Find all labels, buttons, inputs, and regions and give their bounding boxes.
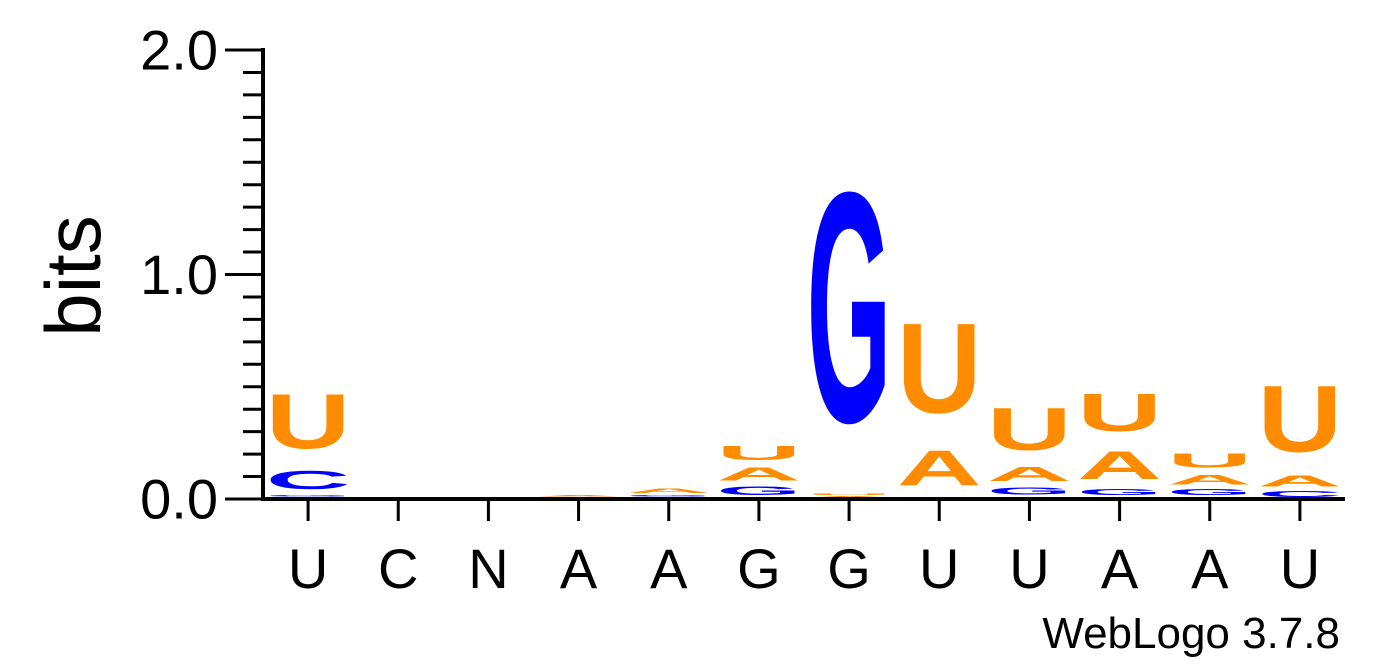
logo-letter-A: A [1258, 472, 1343, 490]
logo-letter-G: G [266, 495, 351, 497]
logo-letter-U: U [807, 493, 892, 495]
logo-letter-U: U [1258, 366, 1343, 471]
logo-letter-U: U [1077, 382, 1162, 442]
logo-letter-G: G [717, 485, 802, 498]
x-tick-label: A [1101, 537, 1139, 600]
y-axis-label: bits [29, 215, 117, 336]
logo-letter-C: C [1258, 490, 1343, 499]
y-axis: 0.0 1.0 2.0 [140, 19, 265, 531]
x-tick-label: G [827, 537, 871, 600]
x-tick-label: A [560, 537, 598, 600]
logo-letter-G: G [1077, 488, 1162, 497]
x-tick-label: C [378, 537, 418, 600]
y-tick-label: 2.0 [140, 19, 218, 82]
logo-letter-A: A [1167, 472, 1252, 488]
logo-letter-U: U [897, 298, 982, 441]
logo-letter-A: A [626, 488, 711, 495]
x-tick-label: U [1280, 537, 1320, 600]
x-tick-label: U [288, 537, 328, 600]
logo-letter-G: G [807, 123, 892, 491]
logo-letter-G: G [1167, 488, 1252, 497]
logo-letter-U: U [266, 378, 351, 465]
logo-letter-U: U [717, 442, 802, 464]
letter-stacks: AGCUCUACUGACGAUCAUGCAUCGAUCGAUCGAUCAU [266, 123, 1343, 499]
logo-letter-U: U [1167, 450, 1252, 472]
logo-letter-A: A [987, 463, 1072, 485]
logo-letter-A: A [536, 495, 621, 497]
x-tick-label: U [1009, 537, 1049, 600]
weblogo-credit: WebLogo 3.7.8 [1042, 609, 1340, 658]
x-tick-label: A [650, 537, 688, 600]
logo-letter-U: U [987, 396, 1072, 463]
x-tick-label: U [919, 537, 959, 600]
logo-letter-A: A [897, 441, 982, 497]
logo-letter-C: C [266, 465, 351, 494]
logo-letter-G: G [626, 495, 711, 497]
y-tick-label: 1.0 [140, 243, 218, 306]
x-tick-label: G [737, 537, 781, 600]
logo-letter-A: A [1077, 443, 1162, 488]
logo-letter-A: A [807, 496, 892, 498]
logo-letter-A: A [717, 464, 802, 484]
y-tick-label: 0.0 [140, 468, 218, 531]
x-tick-label: N [468, 537, 508, 600]
x-tick-label: A [1191, 537, 1229, 600]
logo-letter-G: G [987, 486, 1072, 497]
